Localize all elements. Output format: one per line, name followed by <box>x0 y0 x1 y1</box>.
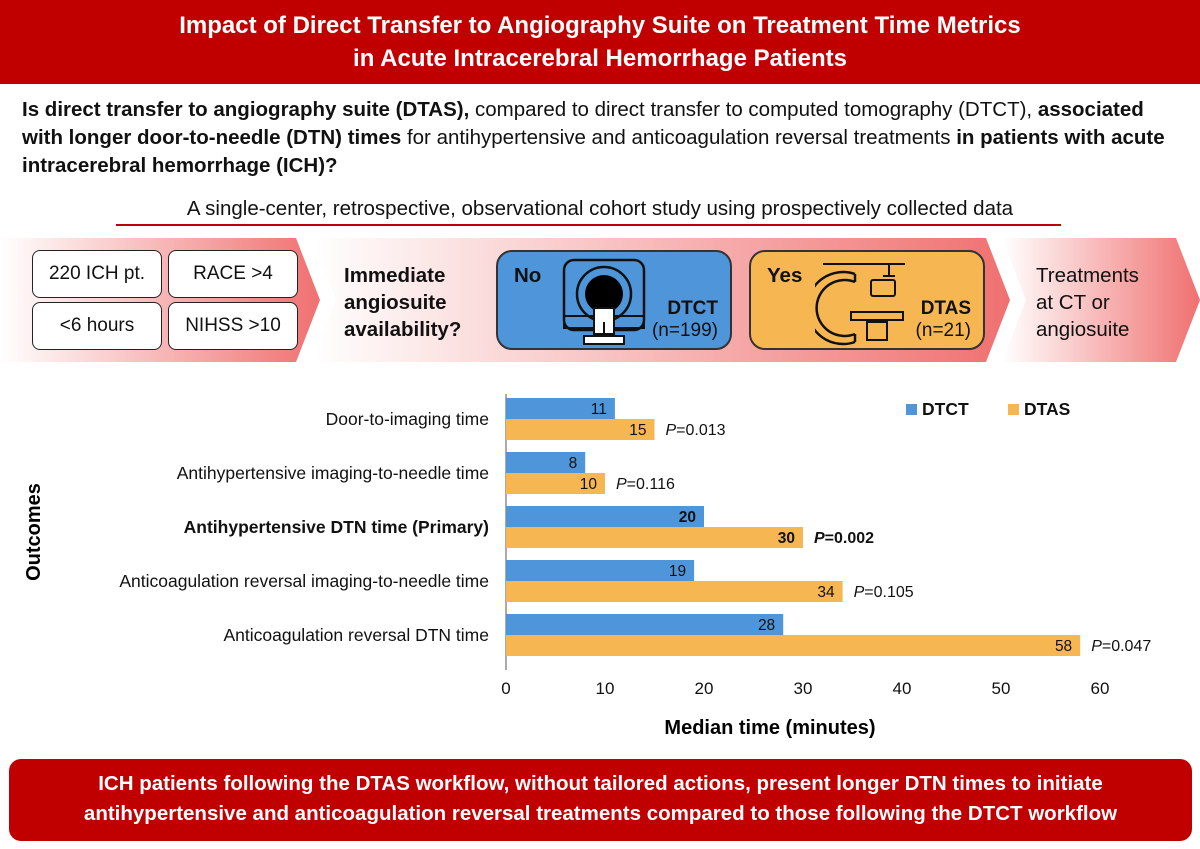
treatments-line-1: Treatments <box>1036 264 1139 287</box>
legend-swatch-dtct <box>906 404 917 415</box>
decision-question-line-2: angiosuite <box>344 291 447 314</box>
decision-question-line-1: Immediate <box>344 264 446 287</box>
bar-dtct <box>506 560 695 581</box>
angiography-c-arm-icon <box>815 263 905 346</box>
option-yes-label: Yes <box>767 264 803 287</box>
criteria-box-nihss: NIHSS >10 <box>168 302 298 350</box>
bar-dtas <box>506 581 843 602</box>
data-label-dtct: 11 <box>591 401 607 418</box>
study-design-underline <box>116 224 1061 226</box>
data-label-dtct: 8 <box>569 455 578 472</box>
bar-dtas <box>506 527 803 548</box>
data-label-dtas: 34 <box>817 584 835 601</box>
p-value-label: P=0.047 <box>1091 638 1151 655</box>
x-tick-label: 40 <box>893 679 912 698</box>
data-label-dtct: 28 <box>758 617 775 634</box>
question-part-5: in patients with acute intracerebral hem… <box>22 126 1165 177</box>
x-tick-label: 10 <box>596 679 615 698</box>
option-dtas-n: (n=21) <box>915 320 971 341</box>
legend-swatch-dtas <box>1008 404 1019 415</box>
plot-area: 0 10 20 30 40 50 60 Door-to-imaging time 11 15 P=0… <box>119 394 1151 698</box>
data-label-dtct: 19 <box>669 563 686 580</box>
data-label-dtas: 58 <box>1055 638 1072 655</box>
category-label: Antihypertensive imaging-to-needle time <box>177 463 489 483</box>
x-tick-label: 20 <box>695 679 714 698</box>
conclusion-line-2: antihypertensive and anticoagulation rev… <box>83 802 1118 825</box>
bar-dtct <box>506 506 704 527</box>
question-part-2: compared to direct transfer to computed … <box>469 98 1038 121</box>
p-value-label: P=0.002 <box>814 530 874 547</box>
x-axis-label: Median time (minutes) <box>664 717 875 739</box>
y-axis-label: Outcomes <box>23 483 45 581</box>
data-label-dtct: 20 <box>679 509 696 526</box>
conclusion-line-1: ICH patients following the DTAS workflow… <box>98 772 1103 795</box>
p-value-label: P=0.013 <box>666 422 726 439</box>
option-dtct: No DTCT (n=199) <box>496 250 732 350</box>
study-design: A single-center, retrospective, observat… <box>186 197 1014 220</box>
ct-scanner-icon <box>562 258 646 345</box>
treatments-line-3: angiosuite <box>1036 318 1130 341</box>
category-label: Anticoagulation reversal DTN time <box>223 625 489 645</box>
data-label-dtas: 15 <box>629 422 646 439</box>
treatments-label: Treatments at CT or angiosuite <box>1036 262 1176 343</box>
category-label: Anticoagulation reversal imaging-to-need… <box>119 571 489 591</box>
decision-question-line-3: availability? <box>344 318 462 341</box>
conclusion-box: ICH patients following the DTAS workflow… <box>9 759 1192 841</box>
p-value-label: P=0.116 <box>616 476 675 493</box>
question-part-3: associated with longer door-to-needle (D… <box>22 98 1144 149</box>
legend-label-dtct: DTCT <box>922 399 969 419</box>
question-part-4: for antihypertensive and anticoagulation… <box>401 126 957 149</box>
option-no-label: No <box>514 264 542 287</box>
x-tick-label: 50 <box>992 679 1011 698</box>
option-dtct-n: (n=199) <box>651 320 718 341</box>
category-label: Antihypertensive DTN time (Primary) <box>184 517 489 537</box>
bar-dtct <box>506 398 615 419</box>
criteria-box-race: RACE >4 <box>168 250 298 298</box>
x-tick-label: 0 <box>501 679 510 698</box>
research-question: Is direct transfer to angiography suite … <box>22 96 1187 180</box>
legend-label-dtas: DTAS <box>1024 399 1070 419</box>
question-part-1: Is direct transfer to angiography suite … <box>22 98 470 121</box>
option-dtas-code: DTAS <box>920 298 971 319</box>
outcomes-bar-chart: Outcomes Median time (minutes) 0 10 20 30 40… <box>23 394 1151 739</box>
option-dtas: Yes DTAS (n=21) <box>749 250 985 350</box>
workflow-arrow-3 <box>1002 238 1200 362</box>
criteria-box-patients: 220 ICH pt. <box>32 250 162 298</box>
bar-dtct <box>506 452 586 473</box>
title-line-2: in Acute Intracerebral Hemorrhage Patien… <box>353 45 847 72</box>
criteria-box-hours: <6 hours <box>32 302 162 350</box>
title-banner: Impact of Direct Transfer to Angiography… <box>0 0 1200 84</box>
x-tick-label: 60 <box>1091 679 1110 698</box>
bar-dtas <box>506 419 655 440</box>
bar-dtct <box>506 614 784 635</box>
data-label-dtas: 10 <box>580 476 598 493</box>
decision-question: Immediate angiosuite availability? <box>344 262 494 343</box>
option-dtct-code: DTCT <box>667 298 718 319</box>
data-label-dtas: 30 <box>778 530 795 547</box>
category-label: Door-to-imaging time <box>326 409 489 429</box>
treatments-line-2: at CT or <box>1036 291 1110 314</box>
title-line-1: Impact of Direct Transfer to Angiography… <box>179 12 1021 39</box>
x-tick-label: 30 <box>794 679 813 698</box>
p-value-label: P=0.105 <box>854 584 914 601</box>
bar-dtas <box>506 473 605 494</box>
bar-dtas <box>506 635 1081 656</box>
